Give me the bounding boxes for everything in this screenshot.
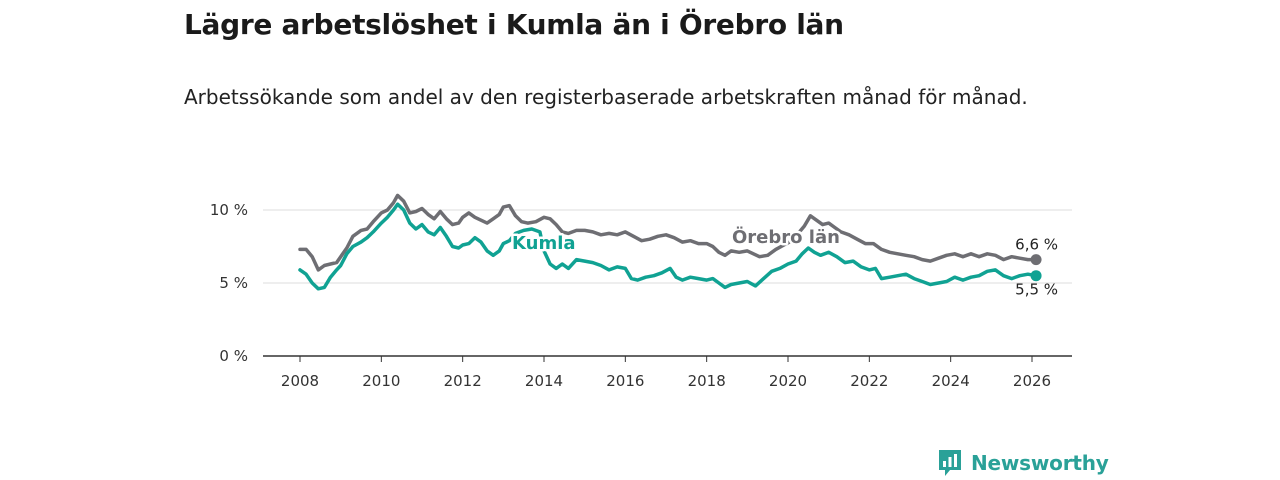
brand-name: Newsworthy (971, 451, 1109, 475)
y-axis: 0 % 5 % 10 % (210, 201, 248, 365)
end-value-label-orebro: 6,6 % (1015, 236, 1058, 254)
x-tick-label: 2022 (850, 372, 888, 390)
end-value-label-kumla: 5,5 % (1015, 281, 1058, 299)
series-line-örebro-län (298, 193, 1038, 272)
x-tick-label: 2012 (444, 372, 482, 390)
x-tick-label: 2008 (281, 372, 319, 390)
y-tick-label: 0 % (219, 347, 248, 365)
series-label-kumla: Kumla (512, 233, 576, 254)
series-label-kumla-halo: Kumla (512, 233, 576, 254)
series-label-orebro: Örebro län (732, 226, 840, 248)
x-tick-label: 2020 (769, 372, 807, 390)
newsworthy-logo: Newsworthy (937, 448, 1109, 478)
chart-subtitle: Arbetssökande som andel av den registerb… (184, 85, 1028, 109)
series-endpoint-kumla (1030, 270, 1042, 282)
x-tick-label: 2024 (932, 372, 970, 390)
y-tick-label: 10 % (210, 201, 248, 219)
y-tick-label: 5 % (219, 274, 248, 292)
x-tick-label: 2018 (688, 372, 726, 390)
newsworthy-icon (939, 450, 961, 476)
x-tick-label: 2014 (525, 372, 563, 390)
x-tick-label: 2016 (606, 372, 644, 390)
x-axis: 2008 2010 2012 2014 2016 2018 2020 2022 2024 2026 (263, 355, 1072, 390)
series-endpoint-örebro-län (1030, 254, 1042, 266)
x-tick-label: 2010 (362, 372, 400, 390)
series-line-kumla (298, 202, 1038, 291)
x-tick-label: 2026 (1013, 372, 1051, 390)
series-lines (298, 193, 1042, 291)
series-label-orebro-halo: Örebro län (732, 226, 840, 248)
chart-title: Lägre arbetslöshet i Kumla än i Örebro l… (184, 8, 844, 41)
